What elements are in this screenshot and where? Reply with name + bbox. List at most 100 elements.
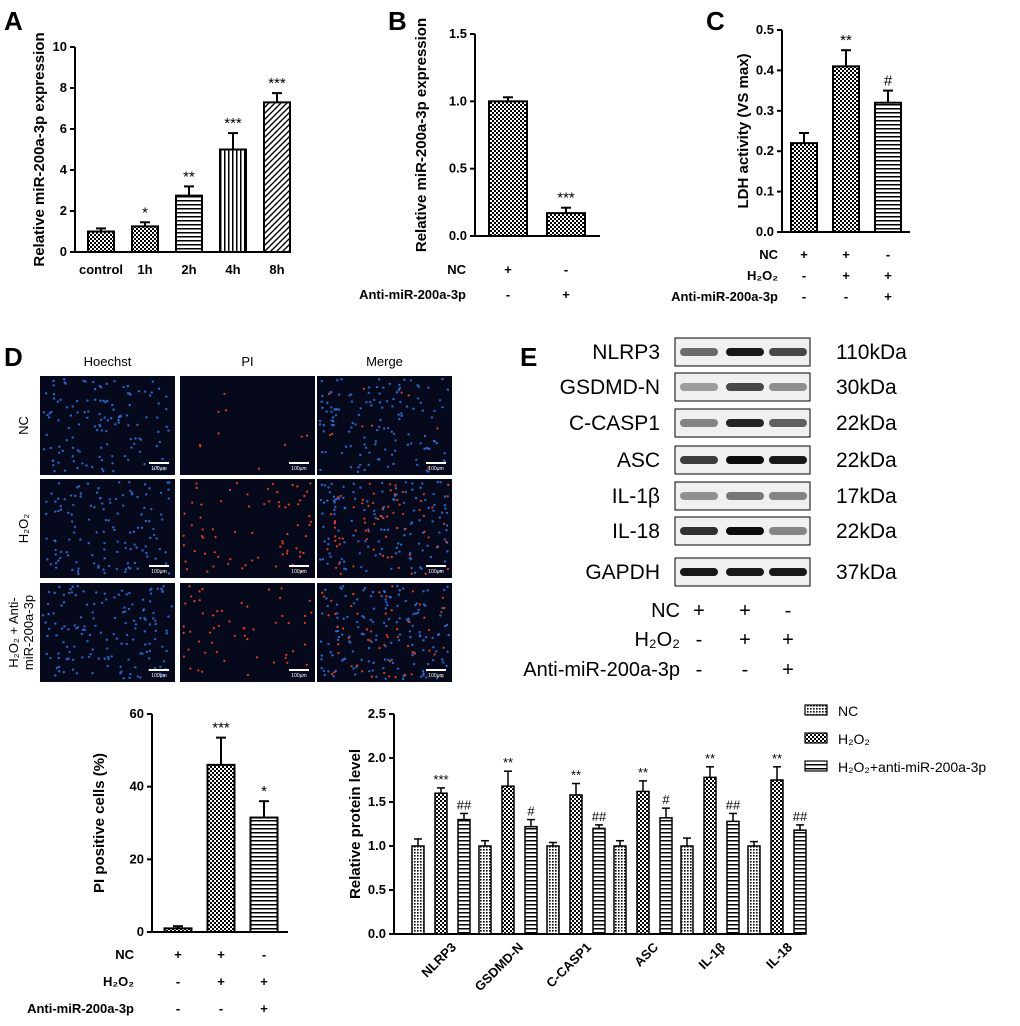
cell-nucleus (102, 530, 106, 534)
microscopy-image (40, 479, 175, 578)
y-axis-title: Relative miR-200a-3p expression (413, 18, 430, 252)
blot-protein-label: GSDMD-N (560, 376, 660, 399)
cell-nucleus (357, 413, 361, 417)
cell-nucleus (135, 546, 138, 549)
pi-positive-cell (287, 621, 290, 625)
pi-positive-cell (370, 424, 374, 427)
cell-nucleus (445, 623, 449, 627)
cell-nucleus (374, 516, 377, 520)
cell-nucleus (80, 632, 84, 636)
cell-nucleus (57, 559, 60, 562)
cell-nucleus (404, 481, 408, 484)
cell-nucleus (372, 661, 375, 665)
cell-nucleus (432, 646, 435, 649)
significance-label: ## (726, 797, 741, 812)
pi-positive-cell (388, 660, 392, 663)
cell-nucleus (145, 551, 148, 555)
cell-nucleus (117, 593, 121, 596)
cell-nucleus (98, 423, 101, 427)
cell-nucleus (106, 399, 109, 403)
pi-positive-cell (201, 670, 204, 673)
cell-nucleus (128, 676, 131, 680)
bar (478, 845, 492, 935)
microscopy-image (40, 376, 175, 475)
blot-size-label: 37kDa (836, 561, 897, 584)
cell-nucleus (127, 424, 130, 427)
cell-nucleus (159, 672, 162, 676)
blot-band (769, 456, 807, 464)
cell-nucleus (382, 667, 385, 670)
blot-band (726, 568, 764, 576)
y-axis-title: Relative miR-200a-3p expression (31, 32, 48, 266)
cell-nucleus (126, 458, 130, 462)
cell-nucleus (352, 482, 355, 485)
cell-nucleus (421, 409, 425, 412)
y-tick-label: 0.0 (449, 228, 467, 243)
cell-nucleus (400, 412, 403, 415)
cell-nucleus (134, 627, 137, 630)
cell-nucleus (386, 426, 390, 430)
treatment-sign: + (842, 268, 850, 283)
cell-nucleus (167, 572, 171, 575)
blot-size-label: 22kDa (836, 520, 897, 543)
pi-positive-cell (267, 588, 271, 591)
cell-nucleus (87, 542, 90, 545)
pi-positive-cell (392, 511, 395, 514)
significance-label: ** (705, 751, 715, 766)
scale-bar-label: 100μm (428, 673, 443, 679)
cell-nucleus (122, 504, 125, 507)
bar (726, 820, 740, 935)
cell-nucleus (349, 444, 353, 448)
cell-nucleus (394, 487, 398, 490)
cell-nucleus (103, 657, 107, 660)
cell-nucleus (395, 546, 399, 550)
cell-nucleus (105, 429, 108, 433)
cell-nucleus (320, 654, 324, 657)
pi-positive-cell (419, 499, 423, 503)
cell-nucleus (400, 414, 403, 418)
pi-positive-cell (337, 651, 340, 655)
cell-nucleus (161, 645, 164, 648)
pi-positive-cell (445, 540, 448, 543)
cell-nucleus (443, 560, 447, 563)
bar (87, 230, 115, 253)
pi-positive-cell (428, 649, 431, 652)
cell-nucleus (349, 466, 353, 469)
cell-nucleus (164, 551, 167, 554)
cell-nucleus (367, 391, 370, 395)
cell-nucleus (115, 567, 118, 571)
pi-positive-cell (227, 562, 230, 565)
cell-nucleus (332, 423, 336, 427)
cell-nucleus (112, 632, 115, 636)
cell-nucleus (350, 400, 354, 403)
cell-nucleus (103, 557, 106, 560)
cell-nucleus (341, 633, 344, 636)
cell-nucleus (71, 585, 74, 588)
cell-nucleus (342, 617, 345, 620)
cell-nucleus (446, 550, 449, 553)
y-tick-label: 1.5 (449, 26, 467, 41)
cell-nucleus (123, 610, 127, 613)
cell-nucleus (121, 611, 125, 614)
cell-nucleus (380, 547, 384, 551)
cell-nucleus (119, 672, 122, 675)
pi-positive-cell (268, 500, 271, 503)
pi-positive-cell (440, 675, 443, 678)
treatment-row-label: H₂O₂ (747, 268, 778, 283)
cell-nucleus (154, 622, 157, 626)
cell-nucleus (167, 497, 170, 500)
pi-positive-cell (303, 621, 306, 624)
cell-nucleus (436, 480, 439, 484)
cell-nucleus (378, 392, 381, 395)
cell-nucleus (130, 446, 133, 449)
treatment-sign: - (886, 247, 890, 262)
cell-nucleus (63, 625, 66, 628)
y-tick-label: 0.2 (756, 143, 774, 158)
pi-positive-cell (182, 625, 185, 628)
cell-nucleus (388, 382, 391, 386)
cell-nucleus (128, 481, 131, 484)
pi-positive-cell (418, 603, 422, 606)
cell-nucleus (148, 394, 152, 397)
pi-positive-cell (372, 548, 375, 551)
cell-nucleus (353, 497, 357, 500)
